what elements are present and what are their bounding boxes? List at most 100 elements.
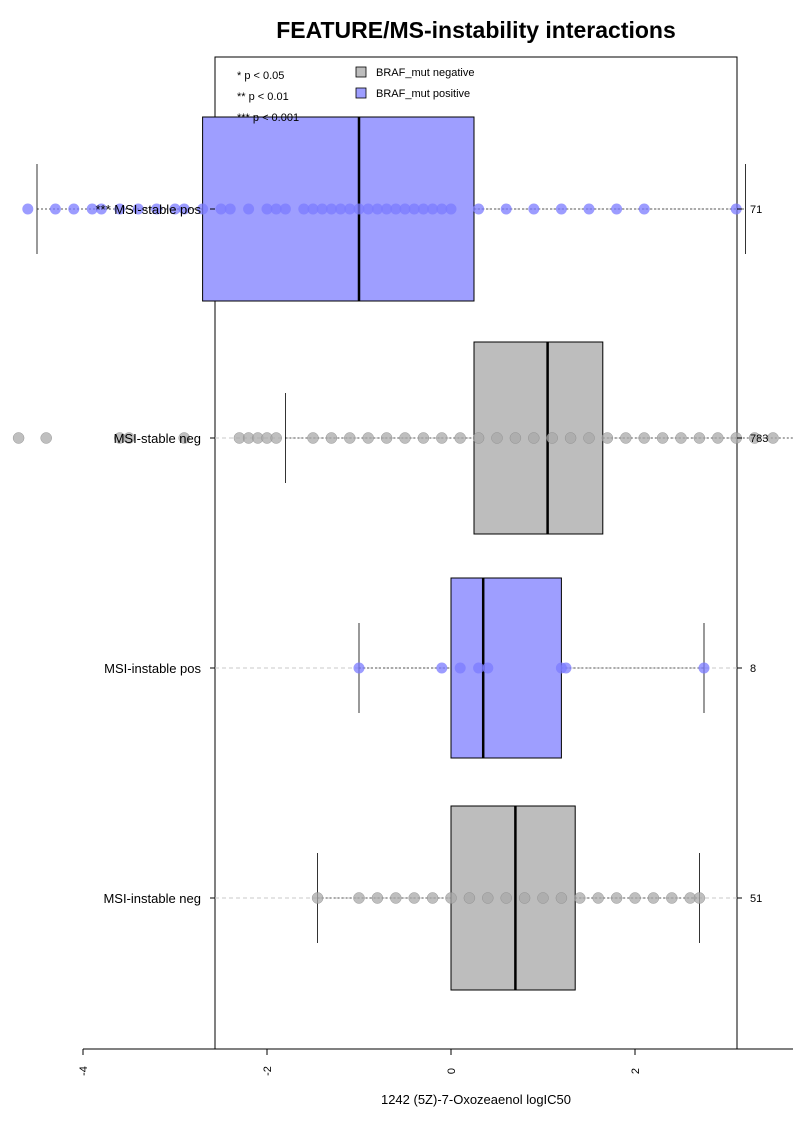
data-point	[611, 203, 623, 215]
data-point	[68, 203, 80, 215]
data-point	[546, 432, 558, 444]
data-point	[698, 662, 710, 674]
data-point	[500, 892, 512, 904]
data-point	[427, 203, 439, 215]
data-point	[399, 203, 411, 215]
data-point	[436, 203, 448, 215]
data-point	[344, 203, 356, 215]
data-point	[362, 203, 374, 215]
data-point	[151, 203, 163, 215]
data-point	[564, 432, 577, 444]
data-point	[371, 203, 383, 215]
data-point	[730, 203, 742, 215]
data-point	[197, 203, 209, 215]
data-point	[620, 432, 632, 444]
data-point	[362, 432, 374, 444]
data-point	[675, 432, 687, 444]
data-point	[528, 203, 540, 215]
significance-legend-item: * p < 0.05	[237, 70, 284, 82]
data-point	[380, 432, 393, 444]
data-point	[307, 432, 319, 444]
data-point	[693, 892, 706, 904]
data-point	[311, 892, 324, 904]
data-point	[767, 432, 779, 444]
data-point	[371, 892, 384, 904]
data-point	[353, 892, 365, 904]
data-point	[390, 203, 402, 215]
data-point	[473, 662, 485, 674]
chart-title: FEATURE/MS-instability interactions	[276, 17, 676, 43]
data-point	[86, 203, 98, 215]
data-point	[381, 203, 393, 215]
data-point	[583, 203, 595, 215]
data-point	[560, 662, 572, 674]
data-point	[22, 203, 34, 215]
data-point	[666, 892, 678, 904]
data-point	[417, 432, 430, 444]
data-point	[693, 432, 706, 444]
legend-swatch	[355, 66, 367, 78]
group-label: MSI-stable neg	[114, 431, 201, 446]
data-point	[574, 892, 586, 904]
data-point	[270, 203, 282, 215]
data-point	[748, 432, 761, 444]
data-point	[335, 203, 347, 215]
data-point	[454, 662, 466, 674]
legend-label: BRAF_mut positive	[376, 88, 470, 100]
data-point	[261, 203, 273, 215]
data-point	[307, 203, 319, 215]
group-label: MSI-instable pos	[104, 661, 201, 676]
data-point	[123, 432, 135, 444]
data-point	[629, 892, 641, 904]
data-point	[537, 892, 549, 904]
legend-label: BRAF_mut negative	[376, 67, 474, 79]
data-point	[325, 432, 338, 444]
x-tick-label: -4	[78, 1066, 90, 1076]
data-point	[482, 662, 494, 674]
data-point	[408, 892, 420, 904]
data-point	[95, 203, 107, 215]
x-tick-label: -2	[262, 1066, 274, 1076]
significance-legend-item: ** p < 0.01	[237, 91, 289, 103]
data-point	[509, 432, 522, 444]
data-point	[399, 432, 411, 444]
data-point	[491, 432, 503, 444]
data-point	[656, 432, 669, 444]
point-group	[353, 662, 710, 674]
data-point	[518, 892, 531, 904]
x-tick-label: 2	[630, 1068, 642, 1074]
data-point	[445, 892, 457, 904]
data-point	[500, 203, 512, 215]
data-point	[353, 203, 365, 215]
point-group	[22, 203, 742, 215]
data-point	[610, 892, 623, 904]
box	[450, 577, 562, 759]
data-point	[270, 432, 282, 444]
x-axis-label: 1242 (5Z)-7-Oxozeaenol logIC50	[381, 1092, 571, 1107]
data-point	[583, 432, 595, 444]
data-point	[12, 432, 25, 444]
data-point	[454, 432, 466, 444]
data-point	[528, 432, 540, 444]
group-label: *** MSI-stable pos	[96, 202, 202, 217]
data-point	[215, 203, 227, 215]
data-point	[482, 892, 494, 904]
data-point	[555, 203, 567, 215]
data-point	[647, 892, 660, 904]
data-point	[712, 432, 724, 444]
data-point	[417, 203, 429, 215]
data-point	[279, 203, 291, 215]
data-point	[178, 432, 190, 444]
data-point	[390, 892, 402, 904]
data-point	[169, 203, 181, 215]
data-point	[243, 203, 255, 215]
data-point	[132, 203, 144, 215]
data-point	[344, 432, 356, 444]
data-point	[601, 432, 614, 444]
data-point	[445, 203, 457, 215]
data-point	[463, 892, 476, 904]
data-point	[555, 892, 568, 904]
data-point	[298, 203, 310, 215]
significance-legend-item: *** p < 0.001	[237, 112, 299, 124]
